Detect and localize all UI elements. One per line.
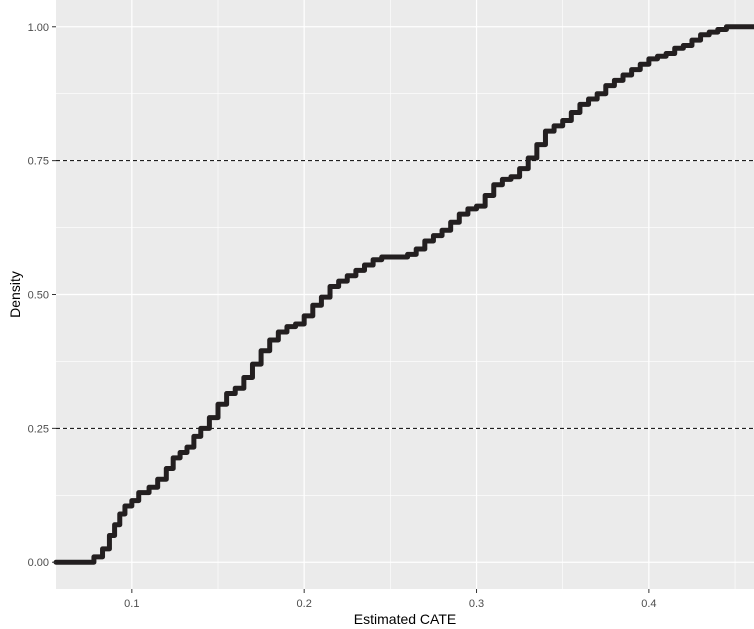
y-tick-label: 0.25 bbox=[28, 423, 49, 435]
x-tick-label: 0.2 bbox=[297, 598, 312, 610]
major-gridlines bbox=[56, 0, 754, 589]
y-axis-ticks: 0.00 0.25 0.50 0.75 1.00 bbox=[28, 22, 56, 569]
x-axis-title: Estimated CATE bbox=[354, 611, 456, 627]
x-tick-label: 0.1 bbox=[124, 598, 139, 610]
y-tick-label: 0.00 bbox=[28, 557, 49, 569]
y-axis-title: Density bbox=[7, 271, 23, 318]
y-tick-label: 0.75 bbox=[28, 156, 49, 168]
x-tick-label: 0.4 bbox=[641, 598, 656, 610]
x-tick-label: 0.3 bbox=[469, 598, 484, 610]
x-axis-ticks: 0.1 0.2 0.3 0.4 bbox=[124, 589, 657, 610]
cdf-series-line bbox=[53, 24, 754, 565]
reference-lines bbox=[56, 160, 754, 429]
y-tick-label: 1.00 bbox=[28, 22, 49, 34]
y-tick-label: 0.50 bbox=[28, 290, 49, 302]
